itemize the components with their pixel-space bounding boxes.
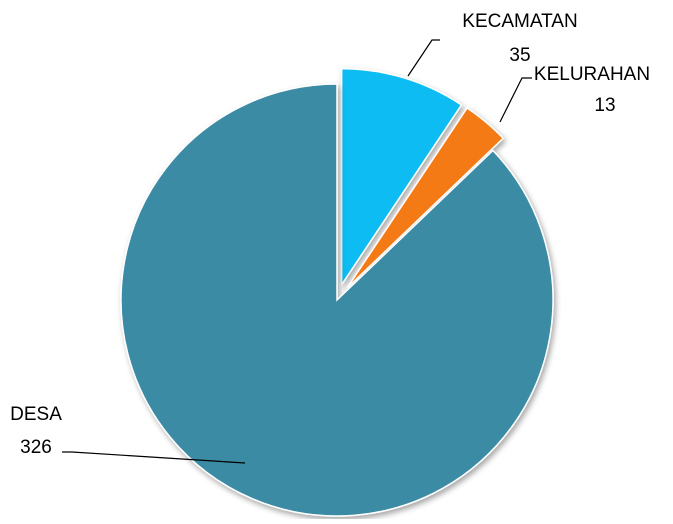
pie bbox=[120, 67, 554, 517]
pie-slice bbox=[340, 67, 463, 288]
slice-value: 326 bbox=[20, 437, 52, 458]
leader-line bbox=[499, 77, 532, 123]
slice-value: 13 bbox=[594, 95, 615, 116]
pie-slice bbox=[346, 106, 505, 289]
slice-label: KELURAHAN bbox=[534, 64, 650, 85]
slice-label: KECAMATAN bbox=[462, 11, 577, 32]
slice-value: 35 bbox=[509, 45, 530, 66]
leader-line bbox=[407, 39, 440, 77]
leader-line bbox=[62, 451, 246, 464]
pie-slice bbox=[120, 83, 554, 517]
slice-label: DESA bbox=[10, 404, 62, 425]
